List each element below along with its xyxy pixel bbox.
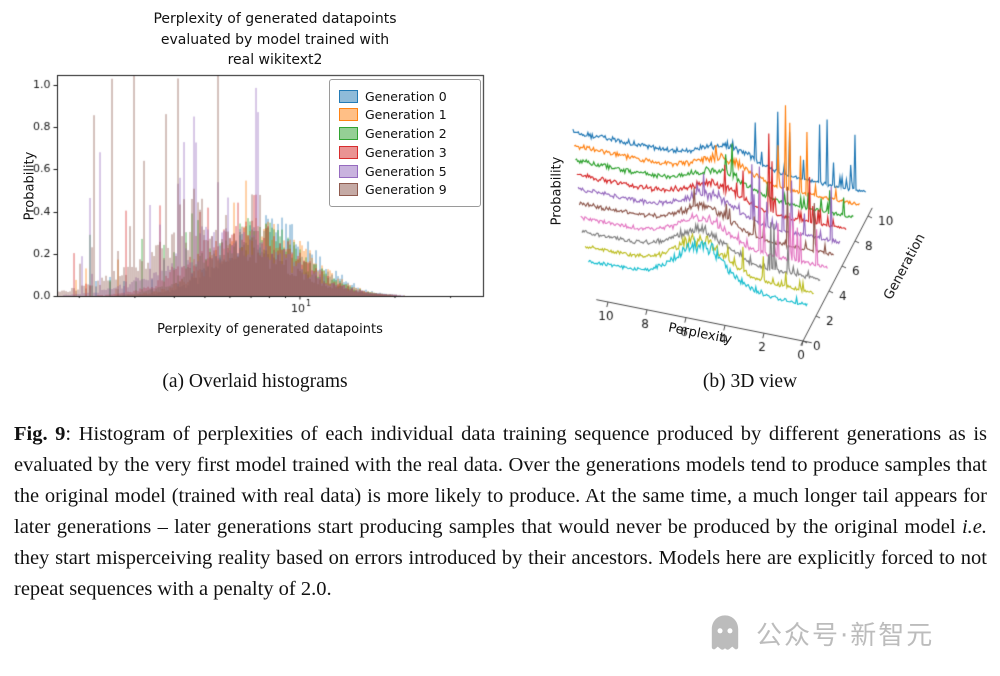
- panel-a-title-line3: real wikitext2: [227, 52, 323, 68]
- panel-a-ylabel: Probability: [22, 151, 38, 221]
- legend-label: Generation 3: [365, 144, 447, 160]
- legend-swatch: [339, 164, 358, 178]
- watermark: 公众号·新智元: [703, 611, 934, 655]
- panel-b-subcaption: (b) 3D view: [702, 371, 798, 392]
- legend-label: Generation 9: [365, 182, 447, 198]
- legend-item-generation-3: Generation 3: [339, 143, 471, 161]
- legend-label: Generation 5: [365, 163, 447, 179]
- legend-swatch: [339, 108, 358, 122]
- figure-caption-label: Fig. 9: [14, 423, 66, 445]
- legend-label: Generation 1: [365, 107, 447, 123]
- legend-item-generation-2: Generation 2: [339, 125, 471, 143]
- watermark-text: 公众号·新智元: [756, 620, 935, 651]
- legend-item-generation-1: Generation 1: [339, 106, 471, 124]
- panel-b-zlabel: Probability: [549, 156, 565, 226]
- figure-caption-part2: they start misperceiving reality based o…: [14, 547, 987, 600]
- panel-a-title-line2: evaluated by model trained with: [160, 31, 390, 48]
- legend-label: Generation 0: [365, 88, 447, 104]
- legend-swatch: [339, 145, 358, 159]
- legend-item-generation-5: Generation 5: [339, 162, 471, 180]
- legend: Generation 0 Generation 1 Generation 2 G…: [329, 79, 481, 207]
- legend-swatch: [339, 183, 358, 197]
- legend-swatch: [339, 89, 358, 103]
- legend-item-generation-0: Generation 0: [339, 87, 471, 105]
- panel-a-title-line1: Perplexity of generated datapoints: [153, 11, 397, 27]
- legend-swatch: [339, 127, 358, 141]
- ghost-icon: [703, 611, 747, 655]
- panel-a-title: Perplexity of generated datapoints evalu…: [60, 9, 490, 71]
- legend-label: Generation 2: [365, 126, 447, 142]
- panel-a-xlabel: Perplexity of generated datapoints: [157, 322, 383, 337]
- figure-caption-part1: : Histogram of perplexities of each indi…: [14, 423, 987, 538]
- figure-caption-italic: i.e.: [961, 516, 987, 538]
- panel-a-subcaption: (a) Overlaid histograms: [162, 371, 348, 392]
- figure-caption: Fig. 9: Histogram of perplexities of eac…: [14, 419, 987, 605]
- legend-item-generation-9: Generation 9: [339, 181, 471, 199]
